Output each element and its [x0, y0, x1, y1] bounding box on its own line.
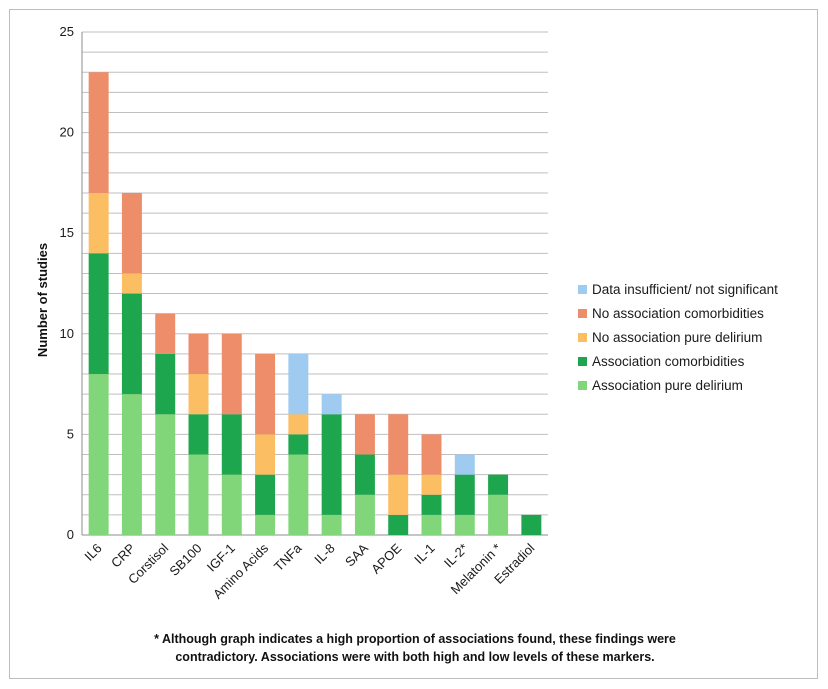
bar-segment — [354, 414, 375, 455]
bar-segment — [188, 454, 209, 535]
legend-label: No association comorbidities — [592, 306, 764, 321]
x-tick-label: IL6 — [81, 541, 104, 564]
bar-segment — [454, 454, 475, 475]
bar-segment — [255, 353, 276, 435]
bar-segment — [421, 514, 442, 535]
bar-segment — [155, 414, 176, 535]
x-tick-label: APOE — [368, 540, 404, 576]
bar-segment — [421, 494, 442, 515]
footnote-line-1: * Although graph indicates a high propor… — [154, 632, 676, 646]
legend-label: Data insufficient/ not significant — [592, 282, 778, 297]
bar-segment — [321, 394, 342, 415]
bar-segment — [388, 514, 409, 535]
x-tick-label: SB100 — [166, 541, 204, 579]
bar-segment — [354, 454, 375, 495]
bar-segment — [321, 514, 342, 535]
bar-segment — [255, 434, 276, 475]
bars — [88, 72, 542, 535]
x-tick-label: IL-8 — [311, 541, 337, 567]
bar-segment — [388, 474, 409, 515]
legend-label: No association pure delirium — [592, 330, 762, 345]
bar-segment — [188, 414, 209, 455]
gridlines — [82, 31, 548, 536]
bar-segment — [88, 72, 109, 193]
y-tick-label: 0 — [67, 527, 74, 542]
bar-segment — [121, 293, 142, 395]
bar-segment — [88, 192, 109, 254]
y-tick-label: 5 — [67, 426, 74, 441]
y-tick-label: 10 — [60, 326, 74, 341]
bar-segment — [288, 454, 309, 535]
legend-label: Association pure delirium — [592, 378, 743, 393]
y-tick-label: 25 — [60, 24, 74, 39]
x-tick-label: IL-2* — [441, 541, 471, 571]
legend-swatch — [578, 381, 587, 390]
legend-label: Association comorbidities — [592, 354, 745, 369]
bar-segment — [288, 353, 309, 415]
bar-segment — [221, 333, 242, 415]
bar-segment — [155, 353, 176, 415]
bar-segment — [188, 374, 209, 415]
bar-segment — [288, 434, 309, 455]
bar-segment — [454, 474, 475, 515]
y-tick-label: 20 — [60, 125, 74, 140]
bar-segment — [321, 414, 342, 515]
x-tick-label: TNFa — [271, 540, 305, 574]
bar-segment — [121, 394, 142, 535]
legend-swatch — [578, 357, 587, 366]
bar-segment — [121, 192, 142, 274]
legend-swatch — [578, 285, 587, 294]
footnote: * Although graph indicates a high propor… — [60, 630, 770, 666]
x-tick-label: SAA — [342, 540, 371, 569]
bar-segment — [354, 494, 375, 535]
bar-segment — [388, 414, 409, 475]
bar-segment — [188, 333, 209, 375]
legend: Data insufficient/ not significant No ass… — [578, 282, 778, 393]
bar-segment — [488, 494, 509, 535]
bar-segment — [121, 273, 142, 294]
footnote-line-2: contradictory. Associations were with bo… — [175, 650, 655, 664]
bar-segment — [288, 414, 309, 435]
x-tick-label: IL-1 — [411, 541, 437, 567]
legend-swatch — [578, 309, 587, 318]
y-tick-label: 15 — [60, 225, 74, 240]
bar-segment — [221, 474, 242, 535]
bar-segment — [255, 514, 276, 535]
legend-swatch — [578, 333, 587, 342]
bar-segment — [255, 474, 276, 515]
chart-frame — [9, 9, 818, 679]
x-tick-label: CRP — [108, 541, 138, 571]
bar-segment — [88, 374, 109, 535]
y-axis-label: Number of studies — [35, 243, 50, 357]
bar-segment — [155, 313, 176, 354]
bar-segment — [421, 434, 442, 475]
bar-segment — [521, 514, 542, 535]
bar-segment — [221, 414, 242, 475]
bar-segment — [454, 514, 475, 535]
bar-segment — [88, 253, 109, 375]
bar-segment — [488, 474, 509, 495]
bar-segment — [421, 474, 442, 495]
